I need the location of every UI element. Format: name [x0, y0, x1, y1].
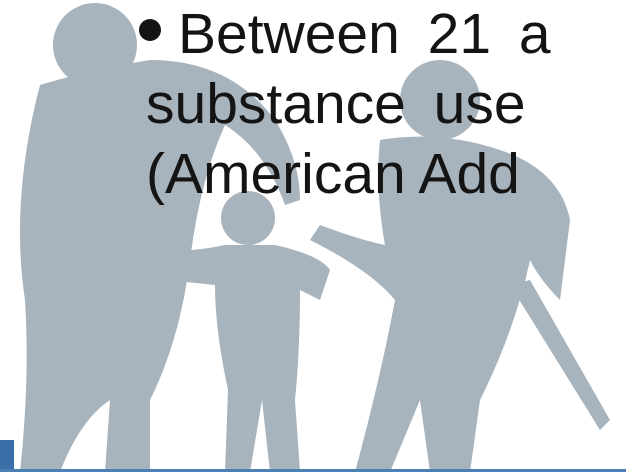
bullet-text: substance use [146, 76, 526, 133]
bullet-dot [139, 19, 161, 41]
silhouette-art [0, 0, 626, 472]
bullet-text: Between 21 a [178, 6, 551, 63]
slide: Between 21 a substance use (American Add [0, 0, 626, 472]
bullet-text: (American Add [146, 146, 520, 203]
